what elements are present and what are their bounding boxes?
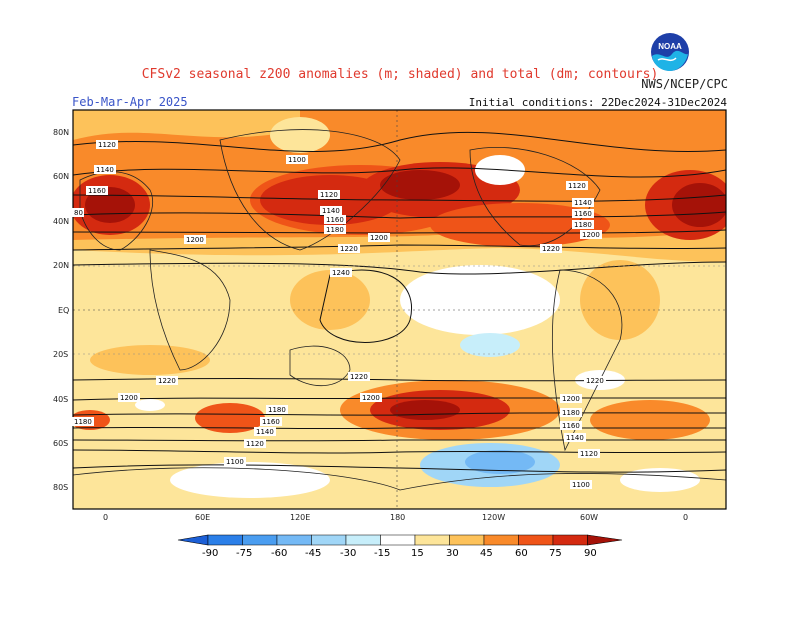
contour-label: 1100 — [226, 458, 244, 466]
colorbar-swatch — [518, 534, 554, 546]
contour-label: 1220 — [158, 377, 176, 385]
contour-label: 1220 — [586, 377, 604, 385]
colorbar-label: 60 — [515, 548, 528, 559]
colorbar-arrow-left — [177, 534, 209, 546]
colorbar-swatch — [311, 534, 347, 546]
contour-label: 1120 — [98, 141, 116, 149]
contour-label: 1220 — [542, 245, 560, 253]
contour-label: 1120 — [568, 182, 586, 190]
contours — [73, 131, 726, 473]
colorbar-label: -75 — [236, 548, 252, 559]
lat-label: 60N — [53, 172, 69, 181]
contour-label: 1240 — [332, 269, 350, 277]
noaa-logo-icon: NOAA — [651, 33, 689, 71]
forecast-period: Feb-Mar-Apr 2025 — [72, 95, 188, 109]
lat-label: 20N — [53, 261, 69, 270]
contour-label: 1160 — [88, 187, 106, 195]
colorbar-label: -60 — [271, 548, 287, 559]
colorbar-label: 15 — [411, 548, 424, 559]
lat-label: 80N — [53, 128, 69, 137]
lon-label: 120W — [482, 513, 505, 522]
lon-label: 60W — [580, 513, 598, 522]
lon-label: 0 — [103, 513, 108, 522]
map-frame — [72, 109, 727, 510]
lat-labels: 80N 60N 40N 20N EQ 20S 40S 60S 80S — [53, 128, 69, 492]
contour-label: 1100 — [572, 481, 590, 489]
colorbar-swatch — [276, 534, 312, 546]
contour-label: 1140 — [566, 434, 584, 442]
contour-label: 1180 — [574, 221, 592, 229]
contour-label: 1160 — [262, 418, 280, 426]
coastlines — [73, 129, 726, 491]
colorbar-swatch — [242, 534, 278, 546]
initial-conditions: Initial conditions: 22Dec2024-31Dec2024 — [468, 96, 727, 109]
colorbar-swatch — [449, 534, 485, 546]
contour-label: 1200 — [120, 394, 138, 402]
contour-label: 1140 — [322, 207, 340, 215]
contour-label: 1120 — [246, 440, 264, 448]
colorbar-swatch — [345, 534, 381, 546]
colorbar-label: -15 — [374, 548, 390, 559]
contour-label: 1200 — [186, 236, 204, 244]
lat-label: 80S — [53, 483, 68, 492]
agency-label: NWS/NCEP/CPC — [641, 77, 728, 91]
contour-label: 1140 — [574, 199, 592, 207]
lon-label: 180 — [390, 513, 405, 522]
chart-title: CFSv2 seasonal z200 anomalies (m; shaded… — [141, 67, 659, 82]
colorbar-label: 30 — [446, 548, 459, 559]
contour-label: 1100 — [288, 156, 306, 164]
colorbar-swatch — [552, 534, 588, 546]
contour-label: 1160 — [562, 422, 580, 430]
colorbar-label: 90 — [584, 548, 597, 559]
colorbar-swatch — [380, 534, 416, 546]
colorbar-label: -30 — [340, 548, 356, 559]
contour-label: 1180 — [562, 409, 580, 417]
colorbar-swatch — [483, 534, 519, 546]
contour-label: 1140 — [256, 428, 274, 436]
lat-label: 60S — [53, 439, 68, 448]
contour-label: 1180 — [268, 406, 286, 414]
lat-label: 40S — [53, 395, 68, 404]
contour-label: 80 — [74, 209, 83, 217]
logo-text: NOAA — [658, 42, 682, 51]
contour-label: 1200 — [362, 394, 380, 402]
colorbar-swatch — [414, 534, 450, 546]
lat-label: EQ — [58, 306, 69, 315]
graticule — [73, 110, 726, 509]
contour-label: 1120 — [320, 191, 338, 199]
lat-label: 40N — [53, 217, 69, 226]
contour-label: 1120 — [580, 450, 598, 458]
colorbar-label: -45 — [305, 548, 321, 559]
contour-label: 1200 — [582, 231, 600, 239]
contour-label: 1160 — [326, 216, 344, 224]
contour-label: 1200 — [562, 395, 580, 403]
lon-label: 0 — [683, 513, 688, 522]
contour-labels: 1120 1100 1140 1160 1200 1220 1240 80 11… — [72, 140, 606, 489]
lat-label: 20S — [53, 350, 68, 359]
colorbar-swatch — [207, 534, 243, 546]
contour-label: 1160 — [574, 210, 592, 218]
colorbar-label: 75 — [549, 548, 562, 559]
colorbar-arrow-right — [587, 534, 623, 546]
contour-label: 1220 — [350, 373, 368, 381]
lon-labels: 0 60E 120E 180 120W 60W 0 — [103, 513, 688, 522]
contour-label: 1220 — [340, 245, 358, 253]
contour-label: 1140 — [96, 166, 114, 174]
colorbar: -90 -75 -60 -45 -30 -15 15 30 45 60 75 9… — [177, 534, 623, 559]
lon-label: 60E — [195, 513, 210, 522]
contour-label: 1180 — [326, 226, 344, 234]
colorbar-label: -90 — [202, 548, 218, 559]
colorbar-label: 45 — [480, 548, 493, 559]
lon-label: 120E — [290, 513, 310, 522]
contour-label: 1200 — [370, 234, 388, 242]
contour-label: 1180 — [74, 418, 92, 426]
